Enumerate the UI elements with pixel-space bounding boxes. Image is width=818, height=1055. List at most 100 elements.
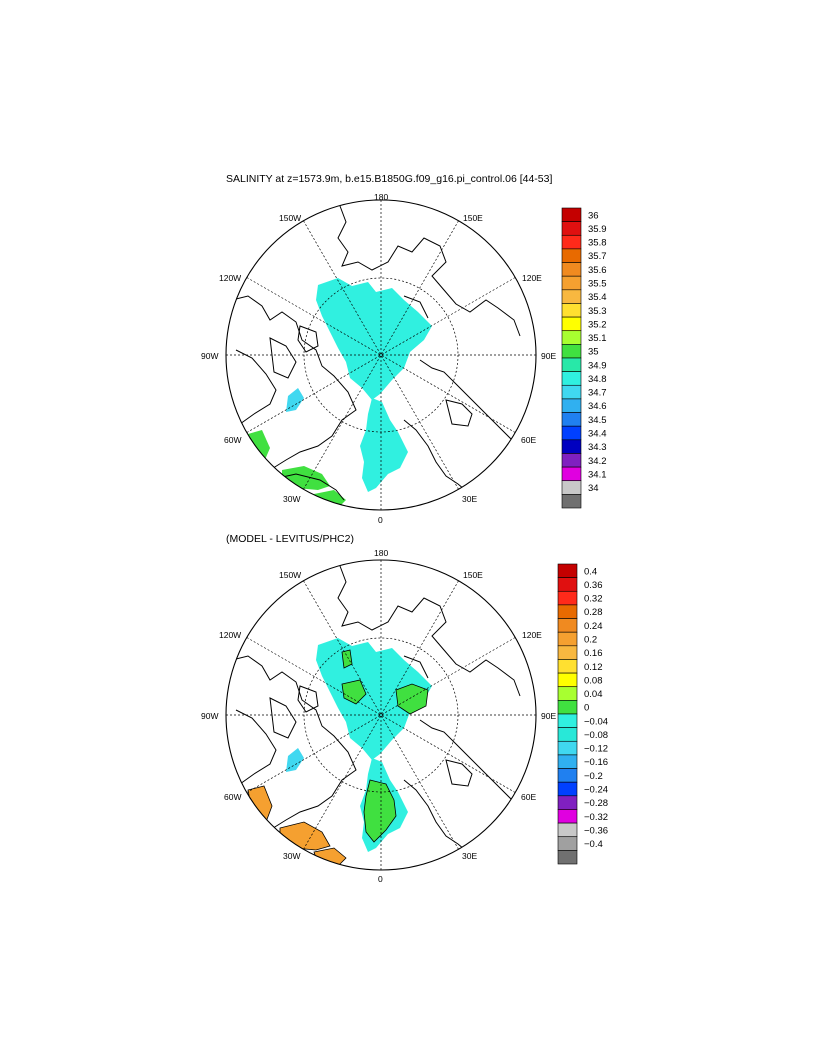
- colorbar-swatch: [561, 262, 582, 277]
- lon-30w-label: 30W: [283, 494, 300, 504]
- colorbar-swatch: [557, 645, 578, 660]
- lon-60e-label: 60E: [521, 435, 536, 445]
- colorbar-swatch: [561, 412, 582, 427]
- lon-150w-label: 150W: [279, 570, 301, 580]
- colorbar-tick-label: 35.4: [588, 292, 607, 303]
- lon-150e-label: 150E: [463, 570, 483, 580]
- colorbar-tick-label: −0.08: [584, 730, 608, 741]
- colorbar-swatch: [557, 686, 578, 701]
- diff-positive-fram: [363, 779, 397, 843]
- colorbar-swatch: [557, 768, 578, 783]
- lon-120w-label: 120W: [219, 273, 241, 283]
- graticule-2: [226, 560, 536, 870]
- lon-30w-label: 30W: [283, 851, 300, 861]
- diff-field-arctic: [316, 638, 432, 760]
- salinity-field-baffin: [286, 388, 304, 412]
- lon-150w-label: 150W: [279, 213, 301, 223]
- lon-0-label: 0: [378, 874, 383, 884]
- colorbar-swatch: [561, 344, 582, 359]
- lon-60w-label: 60W: [224, 435, 241, 445]
- colorbar-tick-label: 0.04: [584, 689, 603, 700]
- colorbar-tick-label: 35.2: [588, 319, 607, 330]
- colorbar-swatch: [557, 563, 578, 578]
- map-boundary-2: [225, 559, 537, 871]
- colorbar-swatch: [557, 740, 578, 756]
- lon-30e-label: 30E: [462, 494, 477, 504]
- diff-positive-small: [341, 649, 353, 669]
- lon-0-label: 0: [378, 515, 383, 525]
- colorbar-swatch: [561, 207, 582, 222]
- colorbar-swatch: [561, 398, 582, 413]
- salinity-patch-irminger: [282, 466, 330, 490]
- diff-positive-laptev: [395, 683, 429, 715]
- colorbar-tick-label: 34.4: [588, 429, 607, 440]
- colorbar-tick-label: 35.3: [588, 306, 607, 317]
- colorbar-swatch: [561, 275, 582, 291]
- lon-180-label: 180: [374, 548, 388, 558]
- salinity-field-fram: [360, 398, 408, 492]
- coastlines-1: [231, 205, 521, 501]
- colorbar-swatch: [557, 631, 578, 647]
- colorbar-tick-label: 34.7: [588, 388, 607, 399]
- colorbar-tick-label: 0: [584, 703, 589, 714]
- salinity-patch-labrador: [248, 430, 270, 462]
- colorbar-2: 0.4 0.36 0.32 0.28 0.24 0.2 0.16 0.12 0.08 0.04 0 −…: [557, 563, 608, 865]
- colorbar-swatch: [557, 809, 578, 824]
- lon-90w-label: 90W: [201, 351, 218, 361]
- colorbar-tick-label: 34.1: [588, 469, 607, 480]
- colorbar-swatch: [561, 480, 582, 495]
- colorbar-swatch: [557, 781, 578, 797]
- colorbar-tick-label: −0.28: [584, 798, 608, 809]
- colorbar-tick-label: 0.36: [584, 580, 603, 591]
- lon-90w-label: 90W: [201, 711, 218, 721]
- colorbar-swatch: [561, 494, 582, 509]
- panel-2-map: [226, 560, 536, 870]
- panel-2-title: (MODEL - LEVITUS/PHC2): [226, 533, 354, 545]
- lon-150e-label: 150E: [463, 213, 483, 223]
- colorbar-swatch: [557, 700, 578, 715]
- lon-90e-label: 90E: [541, 711, 556, 721]
- colorbar-swatch: [561, 316, 582, 332]
- lon-90e-label: 90E: [541, 351, 556, 361]
- colorbar-tick-label: 34.3: [588, 442, 607, 453]
- colorbar-swatch: [561, 303, 582, 318]
- colorbar-tick-label: −0.04: [584, 716, 608, 727]
- colorbar-swatch: [561, 221, 582, 236]
- colorbar-tick-label: 0.2: [584, 635, 597, 646]
- lon-120w-label: 120W: [219, 630, 241, 640]
- coastlines-2: [231, 565, 521, 855]
- colorbar-tick-label: 35.6: [588, 265, 607, 276]
- colorbar-tick-label: −0.24: [584, 785, 608, 796]
- colorbar-swatch: [561, 234, 582, 250]
- colorbar-swatch: [561, 248, 582, 263]
- colorbar-tick-label: 34: [588, 483, 599, 494]
- colorbar-tick-label: −0.12: [584, 744, 608, 755]
- colorbar-tick-label: 35.7: [588, 251, 607, 262]
- colorbar-swatch: [557, 727, 578, 742]
- colorbar-swatch: [557, 618, 578, 633]
- colorbar-swatch: [561, 357, 582, 372]
- lon-180-label: 180: [374, 192, 388, 202]
- colorbar-swatch: [557, 795, 578, 810]
- colorbar-swatch: [561, 289, 582, 304]
- colorbar-tick-label: 0.28: [584, 607, 603, 618]
- colorbar-tick-label: 35.5: [588, 279, 607, 290]
- panel-1-title: SALINITY at z=1573.9m, b.e15.B1850G.f09_…: [226, 173, 552, 185]
- graticule-1: [226, 200, 536, 510]
- lon-30e-label: 30E: [462, 851, 477, 861]
- colorbar-swatch: [557, 672, 578, 688]
- colorbar-tick-label: 0.12: [584, 662, 603, 673]
- colorbar-swatch: [561, 384, 582, 400]
- colorbar-swatch: [557, 836, 578, 851]
- colorbar-swatch: [557, 850, 578, 865]
- lon-120e-label: 120E: [522, 630, 542, 640]
- colorbar-tick-label: 34.5: [588, 415, 607, 426]
- colorbar-tick-label: −0.32: [584, 812, 608, 823]
- colorbar-swatch: [557, 713, 578, 728]
- colorbar-swatch: [561, 453, 582, 468]
- colorbar-tick-label: 0.4: [584, 566, 597, 577]
- diff-field-baffin: [286, 748, 304, 772]
- colorbar-tick-label: −0.36: [584, 825, 608, 836]
- colorbar-tick-label: −0.16: [584, 757, 608, 768]
